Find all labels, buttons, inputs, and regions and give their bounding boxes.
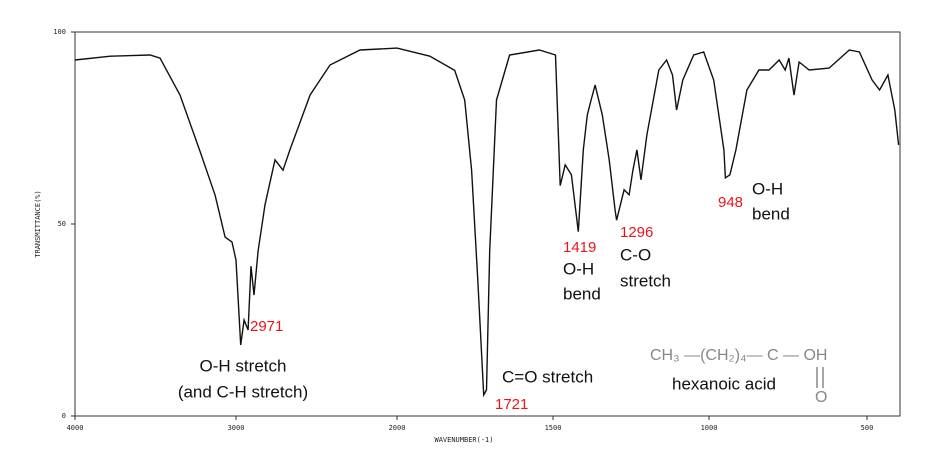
annotation: C-O (620, 245, 651, 264)
annotation: O-H (563, 259, 594, 278)
annotation: stretch (620, 271, 671, 290)
spectrum-line (74, 47, 900, 398)
annotation: 948 (718, 194, 743, 211)
annotation: O (815, 389, 827, 406)
annotation: 2971 (250, 318, 283, 335)
annotation: CH₃ —(CH₂)₄— C — OH (650, 347, 827, 364)
annotation: 1721 (495, 396, 528, 413)
x-tick-label: 1000 (701, 424, 718, 432)
y-tick-label: 0 (62, 412, 66, 420)
x-tick-label: 3000 (228, 424, 245, 432)
y-tick-label: 50 (58, 220, 66, 228)
annotation: C=O stretch (502, 367, 593, 386)
annotation: 1296 (620, 224, 653, 241)
annotation: hexanoic acid (672, 374, 776, 393)
annotation: O-H (752, 179, 783, 198)
x-axis-label: WAVENUMBER(-1) (434, 436, 493, 444)
y-tick-label: 100 (53, 28, 66, 36)
annotation: (and C-H stretch) (178, 382, 308, 401)
annotation: bend (563, 284, 601, 303)
x-tick-label: 1500 (545, 424, 562, 432)
y-axis-label: TRANSMITTANCE(%) (34, 190, 42, 257)
x-tick-label: 500 (861, 424, 874, 432)
x-tick-label: 4000 (67, 424, 84, 432)
x-tick-label: 2000 (389, 424, 406, 432)
annotation: O-H stretch (200, 356, 287, 375)
annotation: 1419 (563, 239, 596, 256)
annotation: bend (752, 204, 790, 223)
